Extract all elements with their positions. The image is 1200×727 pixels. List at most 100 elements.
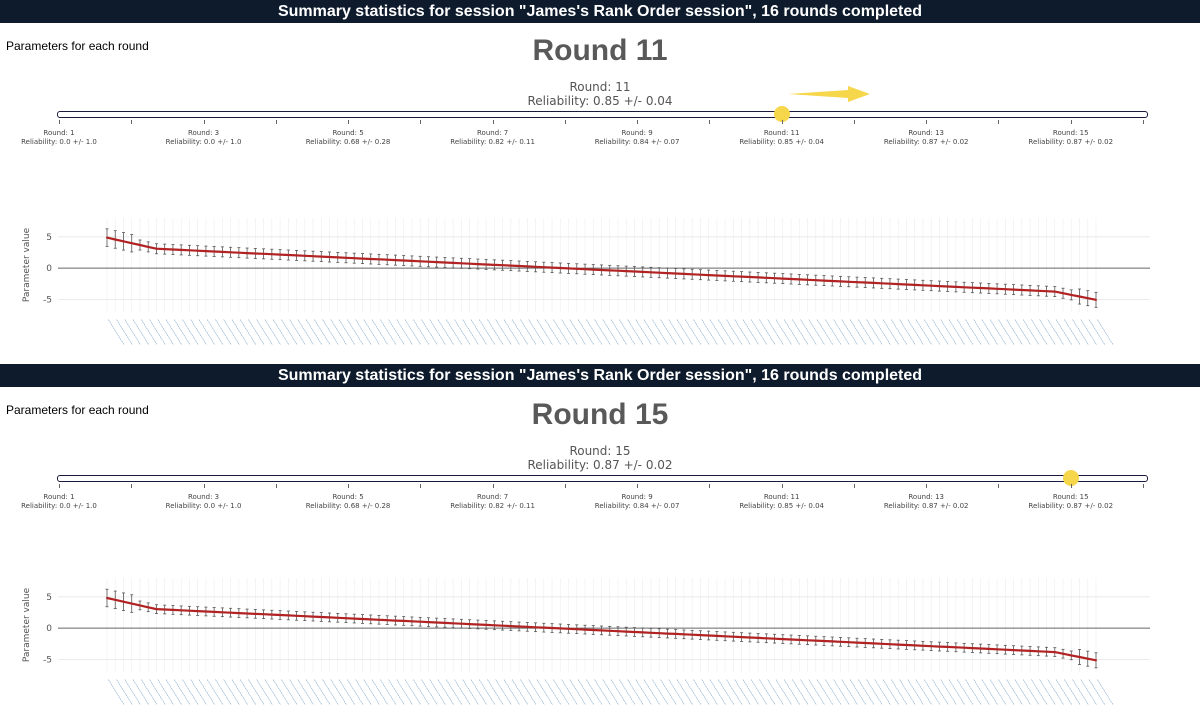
- slider-step-label[interactable]: Round: 5 Reliability: 0.68 +/- 0.28: [273, 129, 423, 147]
- slider-tick: [709, 120, 711, 124]
- data-point: [377, 258, 380, 261]
- data-point: [303, 615, 306, 618]
- slider-step-round: Round: 3: [187, 129, 220, 137]
- data-point: [847, 280, 850, 283]
- y-tick-label: 0: [46, 624, 52, 634]
- slider-step-round: Round: 15: [1052, 493, 1089, 501]
- slider-step-label[interactable]: Round: 13 Reliability: 0.87 +/- 0.02: [851, 493, 1001, 511]
- slider-step-label[interactable]: Round: 15 Reliability: 0.87 +/- 0.02: [996, 493, 1146, 511]
- slider-tick: [275, 484, 277, 488]
- slider-step-label[interactable]: Round: 15 Reliability: 0.87 +/- 0.02: [996, 129, 1146, 147]
- data-point: [106, 596, 108, 599]
- slider-step-label[interactable]: Round: 11 Reliability: 0.85 +/- 0.04: [707, 493, 857, 511]
- slider-tick: [853, 120, 855, 124]
- data-point: [147, 245, 150, 248]
- slider-tick: [781, 484, 783, 488]
- slider-tick: [637, 120, 639, 124]
- data-point: [748, 636, 751, 639]
- slider-tick: [131, 484, 133, 488]
- slider-tick: [564, 484, 566, 488]
- data-point: [823, 279, 826, 282]
- data-point: [987, 287, 990, 290]
- slider-tick: [131, 120, 133, 124]
- data-point: [171, 248, 174, 251]
- data-point: [740, 275, 743, 278]
- data-point: [221, 250, 224, 253]
- data-point: [147, 606, 150, 609]
- slider-step-label[interactable]: Round: 3 Reliability: 0.0 +/- 1.0: [129, 493, 279, 511]
- slider-step-label[interactable]: Round: 9 Reliability: 0.84 +/- 0.07: [562, 129, 712, 147]
- data-point: [122, 240, 125, 243]
- data-point: [575, 628, 578, 631]
- data-point: [163, 608, 166, 611]
- data-point: [114, 238, 117, 241]
- data-point: [691, 273, 694, 276]
- data-point: [897, 283, 900, 286]
- slider-step-round: Round: 13: [908, 493, 944, 501]
- slider-tick: [420, 120, 422, 124]
- data-point: [823, 640, 826, 643]
- y-axis-label: Parameter value: [22, 587, 32, 662]
- data-point: [1029, 289, 1032, 292]
- data-point: [361, 257, 364, 260]
- data-point: [938, 645, 941, 648]
- round-slider-handle[interactable]: [1062, 470, 1079, 486]
- summary-panel-round-11: Summary statistics for session "James's …: [0, 0, 1200, 363]
- data-point: [188, 609, 191, 612]
- data-point: [855, 641, 858, 644]
- data-point: [270, 613, 273, 616]
- data-point: [913, 644, 916, 647]
- data-point: [1095, 659, 1097, 662]
- data-point: [509, 625, 512, 628]
- data-point: [567, 627, 570, 630]
- slider-step-round: Round: 13: [908, 129, 944, 137]
- slider-tick: [203, 484, 205, 488]
- slider-tick: [1070, 484, 1072, 488]
- data-point: [839, 640, 842, 643]
- data-point: [732, 275, 735, 278]
- data-point: [493, 263, 496, 266]
- data-point: [880, 282, 883, 285]
- data-point: [888, 643, 891, 646]
- data-point: [493, 624, 496, 627]
- data-point: [625, 270, 628, 273]
- slider-step-label[interactable]: Round: 7 Reliability: 0.82 +/- 0.11: [418, 493, 568, 511]
- slider-step-label[interactable]: Round: 3 Reliability: 0.0 +/- 1.0: [129, 129, 279, 147]
- data-point: [1020, 649, 1023, 652]
- slider-step-label[interactable]: Round: 13 Reliability: 0.87 +/- 0.02: [851, 129, 1001, 147]
- slider-tick: [998, 484, 1000, 488]
- data-point: [963, 286, 966, 289]
- slider-step-label[interactable]: Round: 11 Reliability: 0.85 +/- 0.04: [707, 129, 857, 147]
- slider-step-reliability: Reliability: 0.82 +/- 0.11: [450, 138, 535, 146]
- data-point: [773, 277, 776, 280]
- data-point: [336, 616, 339, 619]
- round-slider-track[interactable]: [57, 111, 1148, 118]
- slider-step-label[interactable]: Round: 1 Reliability: 0.0 +/- 1.0: [0, 493, 134, 511]
- data-point: [707, 634, 710, 637]
- data-point: [707, 274, 710, 277]
- data-point: [534, 265, 537, 268]
- slider-tick: [926, 484, 928, 488]
- data-point: [435, 621, 438, 624]
- slider-step-label[interactable]: Round: 1 Reliability: 0.0 +/- 1.0: [0, 129, 134, 147]
- y-tick-label: 5: [46, 233, 52, 243]
- data-point: [600, 629, 603, 632]
- data-point: [765, 276, 768, 279]
- slider-step-label[interactable]: Round: 7 Reliability: 0.82 +/- 0.11: [418, 129, 568, 147]
- data-point: [814, 279, 817, 282]
- session-banner: Summary statistics for session "James's …: [0, 364, 1200, 387]
- data-point: [1070, 293, 1073, 296]
- slider-step-reliability: Reliability: 0.87 +/- 0.02: [1028, 502, 1114, 510]
- slider-step-label[interactable]: Round: 9 Reliability: 0.84 +/- 0.07: [562, 493, 712, 511]
- slider-step-label[interactable]: Round: 5 Reliability: 0.68 +/- 0.28: [273, 493, 423, 511]
- round-slider-track[interactable]: [57, 475, 1148, 482]
- data-point: [402, 259, 405, 262]
- data-point: [551, 266, 554, 269]
- data-point: [666, 632, 669, 635]
- slider-step-round: Round: 5: [332, 493, 364, 501]
- round-slider-handle[interactable]: [773, 106, 790, 122]
- data-point: [501, 624, 504, 627]
- data-point: [798, 278, 801, 281]
- slider-step-round: Round: 15: [1052, 129, 1089, 137]
